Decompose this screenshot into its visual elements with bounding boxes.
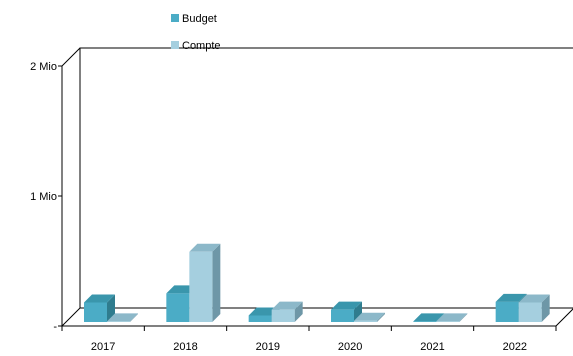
legend-label: Budget <box>182 13 217 25</box>
bars <box>84 243 550 322</box>
bar-compte-2020 <box>354 312 385 322</box>
bar-compte-2018 <box>189 243 221 322</box>
bar-budget-2020 <box>331 301 362 322</box>
bar-side <box>459 313 468 322</box>
bar-front <box>495 301 519 322</box>
bar-front <box>248 315 272 322</box>
bar-side <box>107 294 115 322</box>
y-axis: - 1 Mio 2 Mio <box>30 61 63 333</box>
bar-top <box>84 294 115 303</box>
bar-side <box>130 313 138 322</box>
wall-edge <box>61 47 81 67</box>
legend-swatch <box>171 14 179 22</box>
back-wall <box>79 47 573 308</box>
bar-compte-2022 <box>518 294 550 322</box>
x-tick-label: 2022 <box>503 341 527 353</box>
x-tick-label: 2020 <box>338 341 362 353</box>
bar-top <box>436 313 468 322</box>
bar-top <box>413 313 445 322</box>
bar-compte-2017 <box>107 313 138 322</box>
bar-top <box>271 301 303 310</box>
bar-side <box>377 312 385 322</box>
legend-label: Compte <box>182 40 221 52</box>
x-tick-label: 2017 <box>91 341 115 353</box>
bar-compte-2019 <box>271 301 303 322</box>
bar-top <box>354 312 385 321</box>
bar-front <box>413 321 437 322</box>
y-tick-label: 1 Mio <box>30 191 57 203</box>
bar-front <box>271 309 295 322</box>
bar-front <box>107 321 130 322</box>
x-tick-label: 2018 <box>173 341 197 353</box>
bar-front <box>354 320 377 322</box>
y-tick-label: 2 Mio <box>30 61 57 73</box>
y-tick-label: - <box>53 321 57 333</box>
bar-top <box>518 294 550 303</box>
bar-side <box>354 301 362 322</box>
x-tick-label: 2021 <box>420 341 444 353</box>
x-tick-label: 2019 <box>256 341 280 353</box>
bar-side <box>541 294 550 322</box>
legend-swatch <box>171 41 179 49</box>
bar-budget-2017 <box>84 294 115 322</box>
legend: Budget Compte <box>171 13 221 52</box>
bar-front <box>518 302 542 322</box>
bar-top <box>495 293 527 302</box>
legend-item-compte: Compte <box>171 40 221 52</box>
bar-front <box>189 251 213 322</box>
bar-top <box>189 243 221 252</box>
bar-top <box>331 301 362 310</box>
legend-item-budget: Budget <box>171 13 217 25</box>
bar-compte-2021 <box>436 313 468 322</box>
bar-front <box>84 302 107 322</box>
plot-area <box>60 47 573 327</box>
bar-front <box>166 293 190 322</box>
bar-front <box>331 309 354 322</box>
bar-side <box>212 243 221 322</box>
bar-top <box>107 313 138 322</box>
x-axis: 2017 2018 2019 2020 2021 2022 <box>61 326 557 353</box>
bar-side <box>294 301 303 322</box>
bar-front <box>436 321 460 322</box>
